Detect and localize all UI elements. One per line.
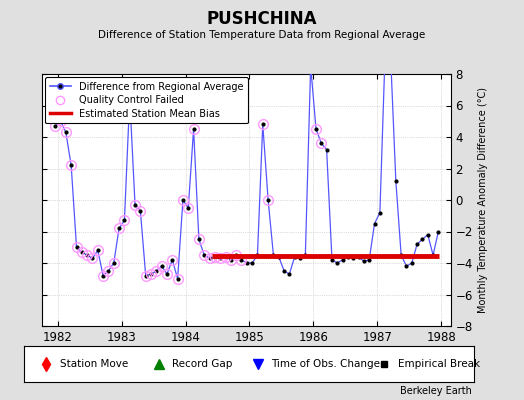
Text: PUSHCHINA: PUSHCHINA	[207, 10, 317, 28]
Text: Difference of Station Temperature Data from Regional Average: Difference of Station Temperature Data f…	[99, 30, 425, 40]
Y-axis label: Monthly Temperature Anomaly Difference (°C): Monthly Temperature Anomaly Difference (…	[478, 87, 488, 313]
Text: Time of Obs. Change: Time of Obs. Change	[271, 359, 380, 369]
Text: Record Gap: Record Gap	[172, 359, 233, 369]
Text: Empirical Break: Empirical Break	[398, 359, 480, 369]
Legend: Difference from Regional Average, Quality Control Failed, Estimated Station Mean: Difference from Regional Average, Qualit…	[45, 77, 248, 124]
Text: Station Move: Station Move	[60, 359, 128, 369]
Text: Berkeley Earth: Berkeley Earth	[400, 386, 472, 396]
